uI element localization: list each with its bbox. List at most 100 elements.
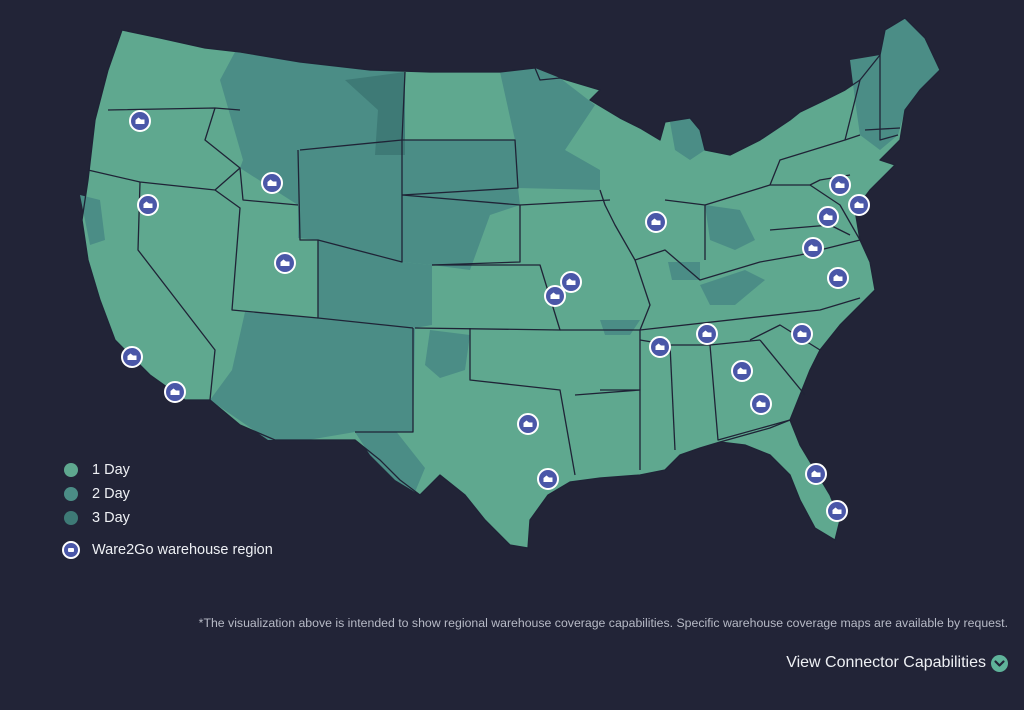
warehouse-marker <box>261 172 283 194</box>
warehouse-icon <box>135 117 145 124</box>
warehouse-markers <box>121 110 870 522</box>
state-border-1 <box>87 167 241 191</box>
legend-label: Ware2Go warehouse region <box>92 542 273 558</box>
legend-swatch-3-day <box>64 511 78 525</box>
warehouse-marker <box>560 271 582 293</box>
legend-item-1-day: 1 Day <box>62 458 273 482</box>
state-border-28 <box>864 127 901 131</box>
state-border-0 <box>81 17 941 549</box>
warehouse-marker <box>537 468 559 490</box>
two-day-region-plains <box>402 140 520 270</box>
two-day-region-panhandle <box>425 330 470 378</box>
warehouse-icon <box>62 541 80 559</box>
two-day-region-west-texas <box>355 430 425 492</box>
warehouse-marker <box>827 267 849 289</box>
state-border-5 <box>214 189 319 319</box>
warehouse-marker <box>544 285 566 307</box>
view-connector-capabilities-link[interactable]: View Connector Capabilities <box>786 654 1008 672</box>
two-day-region-new-england <box>850 18 940 150</box>
warehouse-marker <box>829 174 851 196</box>
warehouse-marker <box>826 500 848 522</box>
state-border-9 <box>401 194 521 266</box>
warehouse-icon <box>833 274 843 281</box>
warehouse-marker <box>848 194 870 216</box>
warehouse-marker <box>802 237 824 259</box>
two-day-region-bootheel <box>600 320 640 335</box>
us-coverage-map <box>80 17 941 549</box>
state-border-8 <box>401 71 519 196</box>
warehouse-icon <box>737 367 747 374</box>
map-legend: 1 Day 2 Day 3 Day Ware2Go warehouse regi… <box>62 458 273 562</box>
warehouse-icon <box>808 244 818 251</box>
warehouse-icon <box>702 330 712 337</box>
two-day-region-indiana <box>668 262 700 280</box>
state-border-31 <box>719 419 791 443</box>
warehouse-marker <box>696 323 718 345</box>
legend-label: 3 Day <box>92 510 130 526</box>
warehouse-icon <box>823 213 833 220</box>
state-border-21 <box>669 344 676 451</box>
state-border-26 <box>844 79 861 141</box>
warehouse-icon <box>797 330 807 337</box>
warehouse-marker <box>164 381 186 403</box>
warehouse-icon <box>655 343 665 350</box>
warehouse-icon <box>566 278 576 285</box>
state-border-14 <box>599 189 651 331</box>
cta-label: View Connector Capabilities <box>786 654 986 671</box>
warehouse-icon <box>550 292 560 299</box>
warehouse-icon <box>832 507 842 514</box>
warehouse-icon <box>854 201 864 208</box>
state-border-19 <box>639 297 861 331</box>
state-border-30 <box>600 389 641 470</box>
state-border-3 <box>204 107 299 206</box>
two-day-region-kentucky <box>700 270 765 305</box>
warehouse-marker <box>274 252 296 274</box>
warehouse-icon <box>127 353 137 360</box>
warehouse-icon <box>280 259 290 266</box>
warehouse-icon <box>543 475 553 482</box>
legend-label: 1 Day <box>92 462 130 478</box>
two-day-region-north <box>402 68 600 190</box>
warehouse-icon <box>835 181 845 188</box>
warehouse-marker <box>750 393 772 415</box>
state-border-7 <box>299 139 403 263</box>
coverage-disclaimer: *The visualization above is intended to … <box>198 616 1008 630</box>
state-border-27 <box>879 55 899 141</box>
warehouse-marker <box>645 211 667 233</box>
state-border-13 <box>560 329 641 396</box>
warehouse-marker <box>517 413 539 435</box>
warehouse-icon <box>267 179 277 186</box>
warehouse-marker <box>731 360 753 382</box>
legend-item-warehouse: Ware2Go warehouse region <box>62 538 273 562</box>
state-border-11 <box>355 328 414 433</box>
warehouse-icon <box>170 388 180 395</box>
warehouse-icon <box>811 470 821 477</box>
warehouse-marker <box>649 336 671 358</box>
warehouse-icon <box>756 400 766 407</box>
warehouse-marker <box>805 463 827 485</box>
warehouse-marker <box>121 346 143 368</box>
legend-swatch-2-day <box>64 487 78 501</box>
legend-label: 2 Day <box>92 486 130 502</box>
state-border-25 <box>809 184 861 241</box>
two-day-region-ohio <box>705 205 755 250</box>
two-day-region-coast <box>80 195 105 245</box>
state-border-22 <box>709 344 791 441</box>
warehouse-icon <box>143 201 153 208</box>
three-day-region-montana <box>345 72 405 155</box>
warehouse-marker <box>137 194 159 216</box>
warehouse-icon <box>651 218 661 225</box>
warehouse-marker <box>129 110 151 132</box>
state-border-23 <box>759 339 806 396</box>
legend-swatch-1-day <box>64 463 78 477</box>
warehouse-marker <box>791 323 813 345</box>
state-border-4 <box>137 181 216 401</box>
state-border-24 <box>769 134 861 186</box>
two-day-region-michigan <box>670 118 705 160</box>
coverage-regions <box>80 18 940 548</box>
state-border-12 <box>469 328 576 476</box>
warehouse-marker <box>817 206 839 228</box>
state-border-15 <box>519 199 611 206</box>
chevron-down-icon <box>991 654 1008 672</box>
legend-item-2-day: 2 Day <box>62 482 273 506</box>
